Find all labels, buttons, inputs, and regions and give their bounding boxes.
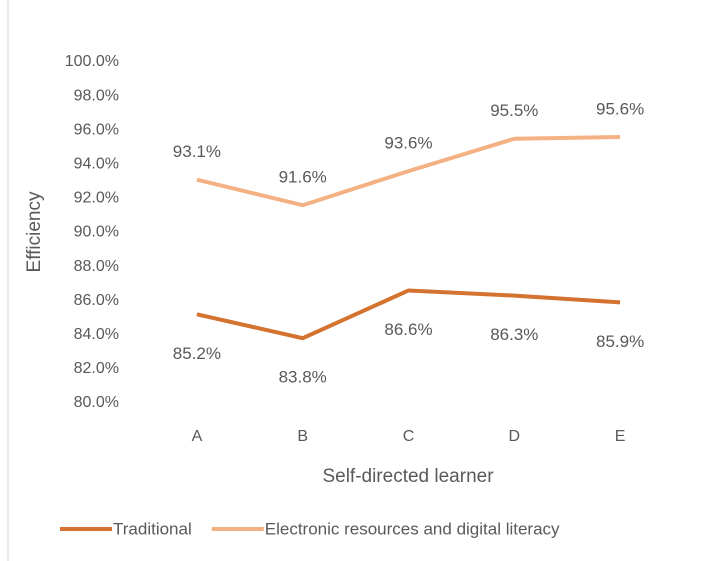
data-label: 85.9% xyxy=(596,332,644,351)
x-tick-label: B xyxy=(297,428,308,445)
data-label: 85.2% xyxy=(173,344,221,363)
y-tick-label: 98.0% xyxy=(74,87,119,104)
y-tick-label: 80.0% xyxy=(74,394,119,411)
legend-label: Electronic resources and digital literac… xyxy=(265,519,560,538)
y-axis-label: Efficiency xyxy=(24,191,45,272)
data-label: 91.6% xyxy=(279,168,327,187)
y-tick-label: 88.0% xyxy=(74,258,119,275)
series-line xyxy=(196,288,621,341)
x-tick-label: E xyxy=(615,428,626,445)
data-label: 93.1% xyxy=(173,142,221,161)
y-tick-label: 90.0% xyxy=(74,224,119,241)
data-label: 95.6% xyxy=(596,100,644,119)
y-tick-label: 86.0% xyxy=(74,292,119,309)
y-tick-label: 82.0% xyxy=(74,360,119,377)
legend-label: Traditional xyxy=(113,519,192,538)
data-label: 95.5% xyxy=(490,101,538,120)
x-tick-label: A xyxy=(192,428,203,445)
y-tick-label: 100.0% xyxy=(65,53,119,70)
data-label: 86.3% xyxy=(490,325,538,344)
y-tick-label: 94.0% xyxy=(74,156,119,173)
series-line xyxy=(196,135,621,208)
y-tick-label: 92.0% xyxy=(74,190,119,207)
x-axis-label: Self-directed learner xyxy=(322,466,494,487)
x-tick-label: C xyxy=(403,428,415,445)
data-label: 93.6% xyxy=(384,134,432,153)
y-tick-label: 96.0% xyxy=(74,121,119,138)
x-tick-label: D xyxy=(509,428,521,445)
y-tick-label: 84.0% xyxy=(74,326,119,343)
data-label: 86.6% xyxy=(384,320,432,339)
data-label: 83.8% xyxy=(279,368,327,387)
